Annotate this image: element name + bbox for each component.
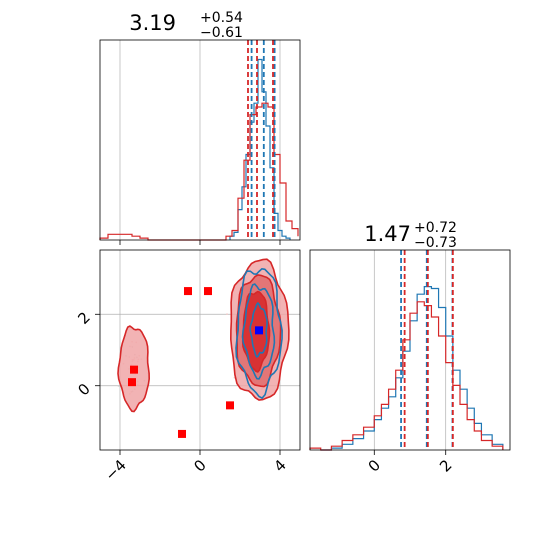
- x-ticks-p2: −4 0 4: [101, 450, 290, 484]
- x-tick-label-p3-1: 2: [436, 456, 455, 475]
- histogram-p3-red: [309, 301, 504, 451]
- quantile-lines-p3: [400, 250, 454, 450]
- title-lower-param-1: −0.61: [200, 25, 243, 41]
- red-marker-4: [226, 401, 234, 410]
- blue-contour-middle: [241, 283, 276, 380]
- x-tick-label-p2-1: 0: [190, 456, 209, 475]
- red-marker-1: [204, 287, 212, 296]
- title-upper-param-1: +0.54: [200, 10, 243, 26]
- blue-contour-outer: [235, 267, 283, 400]
- contours: [117, 258, 290, 413]
- quantile-lines-p1: [247, 40, 276, 240]
- title-value-param-1: 3.19: [129, 11, 176, 35]
- x-tick-label-p2-0: −4: [101, 456, 129, 484]
- blue-marker-0: [255, 326, 263, 335]
- histograms-p3: [309, 286, 504, 451]
- red-marker-0: [184, 287, 192, 296]
- histogram-p3-blue: [320, 286, 504, 451]
- y-ticks-p2: 02: [74, 308, 100, 399]
- grid-p1: [119, 40, 281, 240]
- sample-point: [226, 313, 228, 316]
- red-marker-3: [128, 378, 136, 387]
- panel-marginal-param-1: 3.19 +0.54 −0.61: [99, 10, 301, 245]
- histogram-p1-blue: [229, 58, 291, 240]
- x-tick-label-p3-0: 0: [365, 456, 384, 475]
- frame-p3: [309, 249, 511, 451]
- title-value-param-2: 1.47: [364, 222, 411, 246]
- x-ticks-p1: [119, 240, 281, 245]
- panel-joint: −4 0 4 02: [74, 249, 301, 484]
- histogram-p1-red: [99, 102, 299, 241]
- markers: [128, 287, 263, 438]
- blue-contour-inner: [249, 301, 268, 358]
- title-upper-param-2: +0.72: [414, 220, 457, 236]
- y-tick-label-p2-0: 0: [74, 380, 93, 399]
- sample-point: [117, 385, 120, 387]
- x-tick-label-p2-2: 4: [270, 456, 289, 475]
- red-marker-2: [130, 365, 138, 374]
- red-marker-5: [178, 429, 186, 438]
- title-lower-param-2: −0.73: [414, 235, 457, 251]
- histograms-p1: [99, 58, 299, 241]
- y-tick-label-p2-1: 2: [74, 308, 93, 327]
